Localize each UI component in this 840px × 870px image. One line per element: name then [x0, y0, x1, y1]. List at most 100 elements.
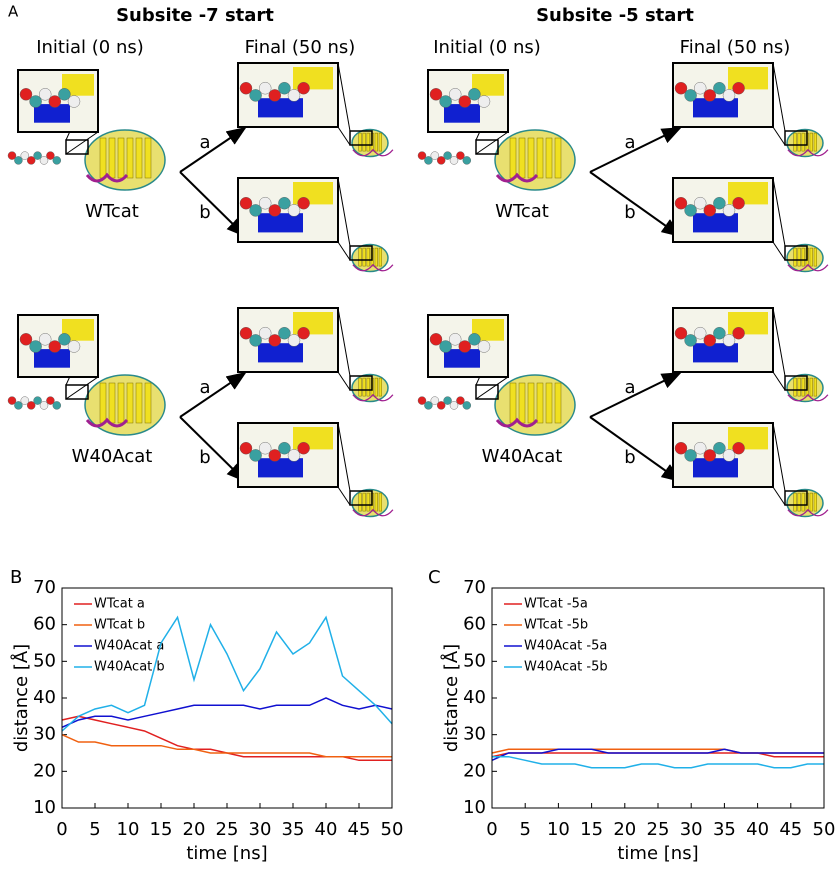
helix — [787, 393, 829, 402]
x-tick-label: 50 — [813, 819, 836, 840]
beta-strand — [366, 247, 370, 267]
x-tick-label: 10 — [547, 819, 570, 840]
ligand-atom — [19, 333, 33, 346]
beta-strand — [509, 382, 517, 424]
beta-strand — [797, 377, 801, 397]
ligand-atom — [14, 401, 23, 410]
branch-label: a — [199, 132, 210, 153]
zoom-line — [337, 126, 351, 146]
legend-label: W40Acat -5b — [524, 660, 608, 675]
ligand-atom — [297, 442, 310, 455]
beta-strand — [797, 132, 801, 152]
x-tick-label: 30 — [680, 819, 703, 840]
x-tick-label: 20 — [613, 819, 636, 840]
final-header: Final (50 ns) — [245, 37, 356, 58]
panel-label: A — [8, 3, 19, 21]
beta-strand — [358, 132, 362, 152]
ligand-atom — [259, 327, 272, 340]
legend-label: W40Acat b — [94, 660, 165, 675]
helix — [352, 148, 394, 157]
initial-header: Initial (0 ns) — [36, 37, 144, 58]
ligand-atom — [268, 89, 281, 102]
ligand-atom — [58, 88, 71, 101]
zoom-sheet — [472, 74, 504, 96]
beta-strand — [809, 247, 813, 267]
zoom-target — [65, 384, 89, 400]
beta-strand — [813, 247, 817, 267]
beta-strand — [374, 247, 378, 267]
zoom-trp — [258, 98, 303, 118]
x-tick-label: 35 — [282, 819, 305, 840]
zoom-line — [772, 422, 786, 492]
beta-strand — [801, 247, 805, 267]
y-tick-label: 20 — [463, 760, 486, 781]
beta-strand — [144, 382, 152, 424]
y-tick-label: 50 — [33, 650, 56, 671]
beta-strand — [536, 137, 544, 179]
y-tick-label: 30 — [33, 724, 56, 745]
x-tick-label: 5 — [519, 819, 530, 840]
zoom-line — [772, 126, 786, 146]
ligand-atom — [722, 449, 736, 462]
beta-strand — [117, 382, 125, 424]
zoom-line — [772, 307, 786, 377]
ligand-atom — [48, 340, 61, 353]
x-tick-label: 30 — [249, 819, 272, 840]
beta-strand — [378, 377, 382, 397]
beta-strand — [797, 492, 801, 512]
beta-strand — [378, 247, 382, 267]
ligand-atom — [439, 95, 452, 108]
beta-strand — [518, 137, 526, 179]
beta-strand — [554, 137, 562, 179]
zoom-line — [65, 131, 99, 155]
zoom-trp — [693, 458, 738, 478]
ligand-atom — [249, 204, 262, 217]
zoom-trp — [258, 458, 303, 478]
ligand-atom — [713, 442, 726, 455]
beta-strand — [99, 137, 107, 179]
beta-strand — [358, 377, 362, 397]
branch-label: b — [624, 202, 635, 223]
y-tick-label: 50 — [463, 650, 486, 671]
beta-strand — [813, 132, 817, 152]
ligand-atom — [29, 340, 42, 353]
helix — [787, 508, 829, 517]
zoom-trp — [444, 104, 480, 123]
ligand-atom — [14, 156, 23, 165]
beta-strand — [108, 382, 116, 424]
helix — [85, 417, 129, 428]
ligand-atom — [46, 396, 55, 405]
x-tick-label: 0 — [56, 819, 67, 840]
ligand-atom — [713, 196, 726, 210]
ligand-atom — [674, 327, 688, 340]
ligand-atom — [462, 401, 471, 410]
y-axis-label: distance [Å] — [10, 644, 32, 752]
legend-label: WTcat -5a — [524, 597, 588, 612]
x-tick-label: 10 — [117, 819, 140, 840]
ligand-atom — [46, 151, 55, 160]
beta-strand — [545, 382, 553, 424]
ligand-atom — [417, 396, 427, 405]
variant-name: W40Acat — [72, 446, 153, 467]
ligand-atom — [39, 333, 52, 346]
ligand-atom — [713, 81, 726, 95]
y-axis-label: distance [Å] — [440, 644, 462, 752]
helix — [352, 393, 394, 402]
ligand-atom — [39, 401, 49, 410]
zoom-line — [772, 486, 786, 506]
ligand-atom — [239, 327, 253, 340]
zoom-target — [784, 245, 808, 261]
beta-strand — [378, 132, 382, 152]
zoom-trp — [34, 104, 70, 123]
x-tick-label: 45 — [348, 819, 371, 840]
ligand-atom — [449, 156, 459, 165]
plot-frame — [61, 587, 393, 809]
y-tick-label: 10 — [463, 797, 486, 818]
ligand-atom — [458, 95, 471, 108]
beta-strand — [366, 492, 370, 512]
beta-strand — [362, 247, 366, 267]
legend-label: W40Acat a — [94, 639, 164, 654]
helix — [352, 263, 394, 272]
variant-name: W40Acat — [482, 446, 563, 467]
